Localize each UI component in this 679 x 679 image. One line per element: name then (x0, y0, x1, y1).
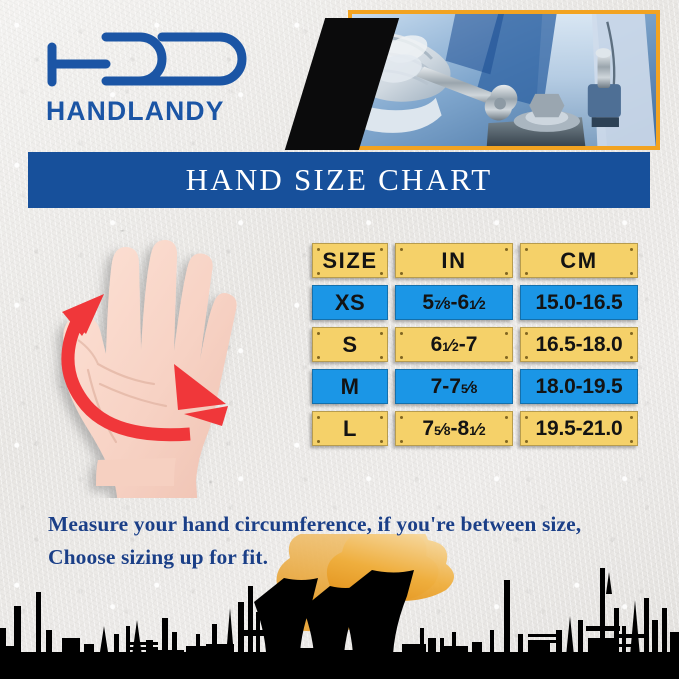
s-in-b-whole: 7 (465, 332, 478, 356)
xs-in-b-whole: 6 (457, 290, 470, 314)
cell-in-s: 6 1 ⁄ 2-7 (395, 327, 513, 362)
measurement-note: Measure your hand circumference, if you'… (48, 508, 648, 574)
page-title: HAND SIZE CHART (185, 162, 493, 197)
xs-in-a-whole: 5 (422, 290, 435, 314)
cell-cm-s: 16.5-18.0 (520, 327, 638, 362)
handlandy-monogram-icon (47, 32, 247, 87)
header-cm: CM (520, 243, 638, 278)
cell-cm-l: 19.5-21.0 (520, 411, 638, 446)
cell-size-m: M (312, 369, 388, 404)
table-row: L 7 5 ⁄ 8-8 1 ⁄ 2 19.5-21.0 (312, 411, 638, 446)
brand-wordmark: HANDLANDY (46, 96, 225, 126)
open-hand-illustration (61, 239, 237, 514)
industrial-refinery-skyline (0, 568, 679, 679)
note-line-1: Measure your hand circumference, if you'… (48, 512, 582, 536)
cell-in-xs: 5 7 ⁄ 8-6 1 ⁄ 2 (395, 285, 513, 320)
worker-with-wrench-photo (352, 14, 656, 146)
cell-cm-xs: 15.0-16.5 (520, 285, 638, 320)
m-in-b-whole: 7 (449, 374, 461, 398)
size-table: SIZE IN CM XS 5 7 ⁄ 8-6 1 ⁄ 2 15.0-16.5 S 6 1 ⁄ 2… (312, 243, 638, 446)
header-size: SIZE (312, 243, 388, 278)
table-header-row: SIZE IN CM (312, 243, 638, 278)
table-row: M 7-7 5 ⁄ 8 18.0-19.5 (312, 369, 638, 404)
l-in-a-whole: 7 (422, 416, 435, 440)
hero-photo (284, 10, 660, 150)
cell-in-l: 7 5 ⁄ 8-8 1 ⁄ 2 (395, 411, 513, 446)
header-in: IN (395, 243, 513, 278)
m-in-a-whole: 7 (430, 374, 443, 398)
cell-size-s: S (312, 327, 388, 362)
table-row: XS 5 7 ⁄ 8-6 1 ⁄ 2 15.0-16.5 (312, 285, 638, 320)
cell-in-m: 7-7 5 ⁄ 8 (395, 369, 513, 404)
hand-illustration (26, 228, 294, 514)
l-in-b-whole: 8 (457, 416, 470, 440)
cell-size-xs: XS (312, 285, 388, 320)
cell-size-l: L (312, 411, 388, 446)
s-in-a-whole: 6 (430, 332, 443, 356)
table-row: S 6 1 ⁄ 2-7 16.5-18.0 (312, 327, 638, 362)
cell-cm-m: 18.0-19.5 (520, 369, 638, 404)
circumference-double-arrow-icon (61, 294, 228, 442)
title-banner: HAND SIZE CHART (28, 152, 650, 208)
brand-logo: HANDLANDY (44, 30, 284, 127)
note-line-2: Choose sizing up for fit. (48, 545, 269, 569)
